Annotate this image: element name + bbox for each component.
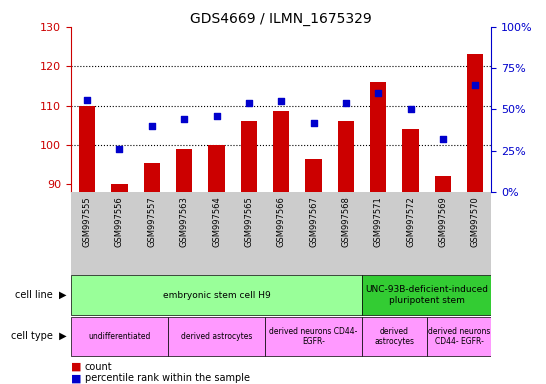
Text: GSM997572: GSM997572: [406, 196, 415, 247]
Text: GSM997570: GSM997570: [471, 196, 480, 247]
Text: derived neurons
CD44- EGFR-: derived neurons CD44- EGFR-: [428, 327, 490, 346]
Text: embryonic stem cell H9: embryonic stem cell H9: [163, 291, 270, 300]
Point: [180, 116, 188, 122]
Bar: [111, 184, 128, 192]
Bar: [467, 55, 483, 192]
Text: GSM997566: GSM997566: [277, 196, 286, 247]
Bar: [144, 162, 160, 192]
Bar: [370, 82, 387, 192]
Point: [83, 96, 92, 103]
Text: count: count: [85, 362, 112, 372]
Bar: [435, 176, 451, 192]
Title: GDS4669 / ILMN_1675329: GDS4669 / ILMN_1675329: [191, 12, 372, 26]
Text: percentile rank within the sample: percentile rank within the sample: [85, 373, 250, 383]
Point: [406, 106, 415, 113]
Text: GSM997568: GSM997568: [341, 196, 351, 247]
Bar: [71, 317, 168, 356]
Bar: [71, 275, 362, 315]
Bar: [338, 121, 354, 192]
Point: [374, 90, 383, 96]
Text: UNC-93B-deficient-induced
pluripotent stem: UNC-93B-deficient-induced pluripotent st…: [365, 285, 488, 305]
Text: GSM997557: GSM997557: [147, 196, 156, 247]
Point: [471, 82, 479, 88]
Point: [245, 100, 253, 106]
Point: [277, 98, 286, 104]
Text: derived neurons CD44-
EGFR-: derived neurons CD44- EGFR-: [269, 327, 358, 346]
Bar: [168, 317, 265, 356]
Bar: [273, 111, 289, 192]
Text: GSM997556: GSM997556: [115, 196, 124, 247]
Point: [147, 123, 156, 129]
Bar: [362, 275, 491, 315]
Text: cell line  ▶: cell line ▶: [15, 290, 67, 300]
Bar: [79, 106, 95, 192]
Text: cell type  ▶: cell type ▶: [11, 331, 67, 341]
Point: [115, 146, 124, 152]
Bar: [241, 121, 257, 192]
Bar: [402, 129, 419, 192]
Text: GSM997563: GSM997563: [180, 196, 189, 247]
Text: undifferentiated: undifferentiated: [88, 332, 151, 341]
Text: GSM997564: GSM997564: [212, 196, 221, 247]
Bar: [209, 145, 224, 192]
Point: [438, 136, 447, 142]
Text: GSM997555: GSM997555: [82, 196, 92, 247]
Bar: [265, 317, 362, 356]
Point: [212, 113, 221, 119]
Bar: [362, 317, 427, 356]
Text: GSM997569: GSM997569: [438, 196, 447, 247]
Text: GSM997567: GSM997567: [309, 196, 318, 247]
Text: ■: ■: [71, 373, 81, 383]
Text: GSM997565: GSM997565: [245, 196, 253, 247]
Text: GSM997571: GSM997571: [373, 196, 383, 247]
Text: ■: ■: [71, 362, 81, 372]
Text: derived
astrocytes: derived astrocytes: [375, 327, 414, 346]
Point: [341, 100, 350, 106]
Bar: [427, 317, 491, 356]
Bar: [305, 159, 322, 192]
Bar: [176, 149, 192, 192]
Text: derived astrocytes: derived astrocytes: [181, 332, 252, 341]
Point: [309, 119, 318, 126]
